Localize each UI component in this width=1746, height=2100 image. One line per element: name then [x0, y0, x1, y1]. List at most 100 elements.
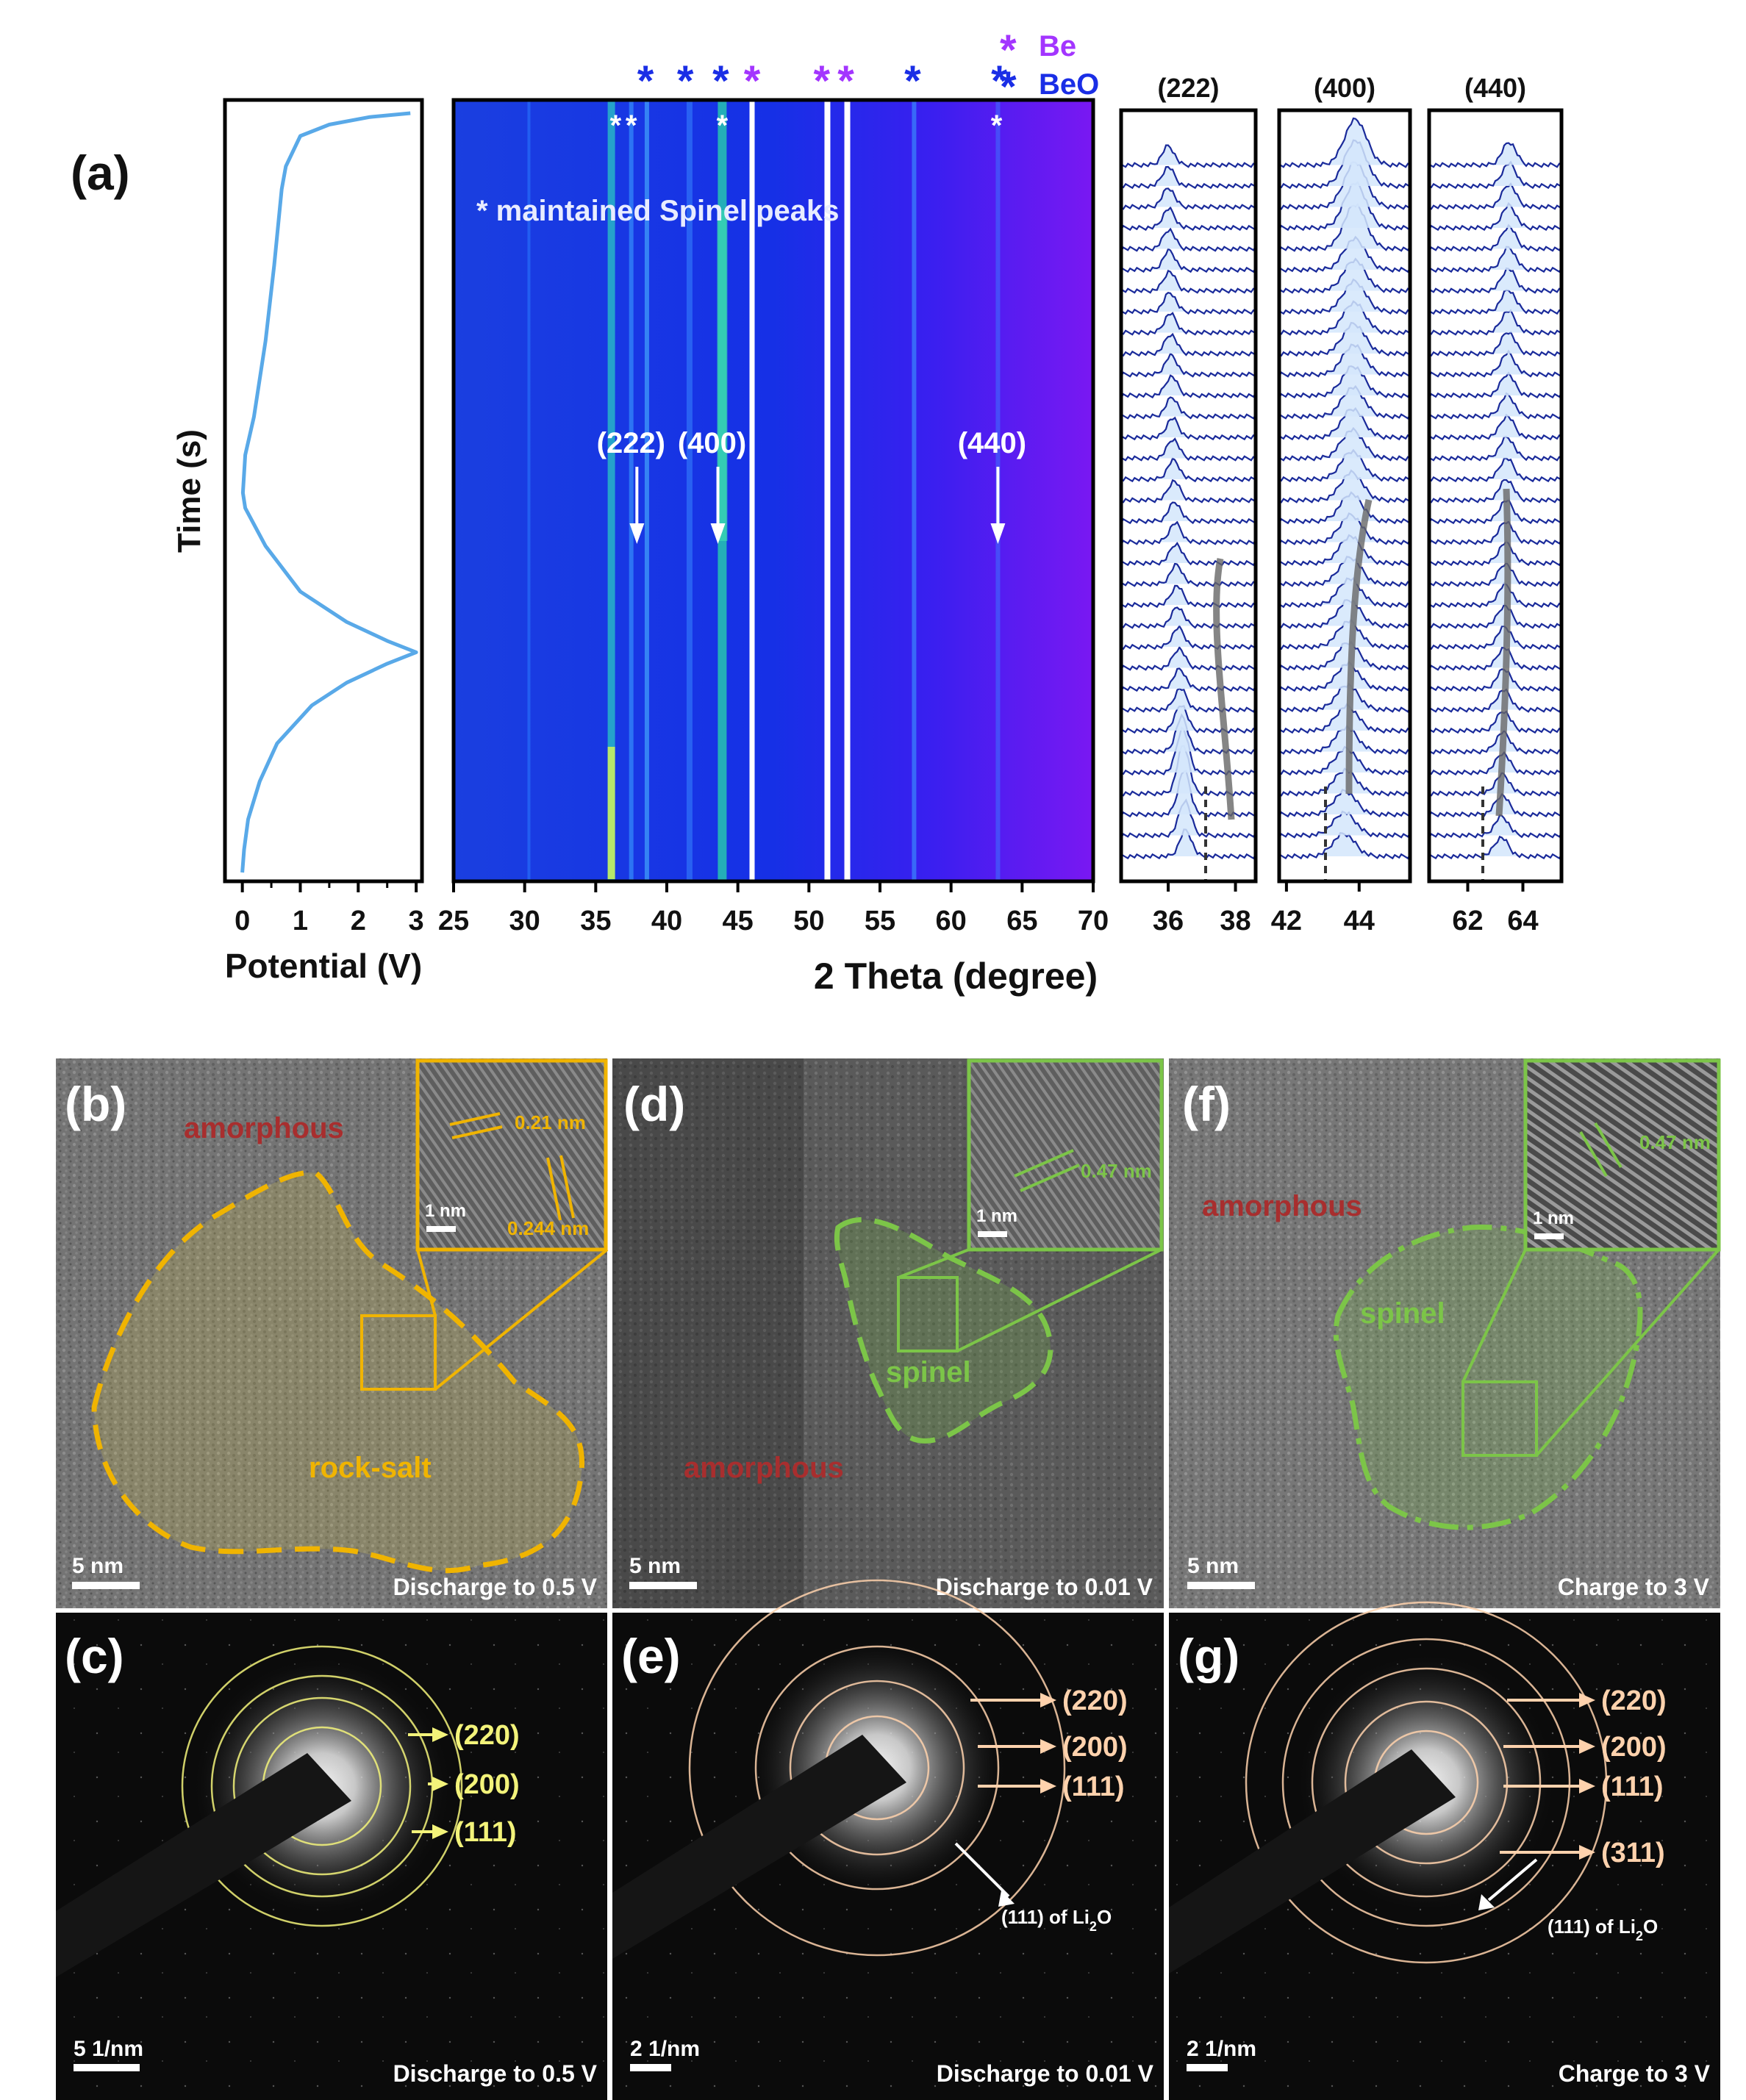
- profile-trace: [1428, 479, 1562, 504]
- profile-trace: [1428, 182, 1562, 210]
- panel-c-ring-arrowhead: [432, 1777, 448, 1791]
- panel-c-ring-label: (200): [454, 1769, 520, 1800]
- profile-trace: [1120, 645, 1256, 671]
- profile-trace: [1428, 561, 1562, 587]
- profile-frame: [1427, 108, 1564, 884]
- panel-c-scale-bar: [74, 2064, 140, 2071]
- profile-fill: [1279, 620, 1410, 649]
- panel-b: 0.21 nm 0.244 nm 1 nm (b) amorphous rock…: [56, 1058, 609, 1608]
- profile-fill: [1429, 393, 1561, 419]
- profile-xtick-label: 42: [1271, 906, 1302, 936]
- panel-g-diffraction-ring: [1311, 1667, 1542, 1898]
- profile-trace: [1278, 384, 1411, 420]
- panel-g-diffraction-ring: [1344, 1700, 1509, 1865]
- profile-trace: [1120, 624, 1256, 651]
- profile-trace: [1428, 349, 1562, 378]
- potential-xtick-label: 0: [235, 906, 250, 936]
- panel-b-zoom-box: [360, 1314, 437, 1391]
- panel-g-label: (g): [1178, 1629, 1239, 1683]
- profile-trace: [1120, 187, 1256, 210]
- profile-trace: [1120, 713, 1256, 755]
- panel-b-phase-amorphous: amorphous: [184, 1112, 344, 1144]
- profile-frame: [1277, 108, 1412, 884]
- profile-trace: [1428, 309, 1562, 336]
- profile-fill: [1121, 439, 1256, 461]
- profile-trace: [1278, 278, 1411, 315]
- potential-plot: Time (s) Potential (V) 0 1 2 3: [171, 98, 424, 985]
- panel-d-caption: Discharge to 0.01 V: [936, 1574, 1153, 1600]
- profile-shift-arrow: [1345, 499, 1373, 795]
- profile-fill: [1121, 145, 1256, 168]
- profile-fill: [1429, 836, 1561, 859]
- xrd-intensity-line: [912, 100, 917, 881]
- profile-panel: (400) 42 44: [1271, 73, 1412, 936]
- panel-f-caption: Charge to 3 V: [1558, 1574, 1710, 1600]
- panel-e-li2o-arrow: [954, 1842, 1010, 1898]
- profile-trace: [1120, 332, 1256, 357]
- profile-fill: [1429, 772, 1561, 796]
- panel-g-caption: Charge to 3 V: [1559, 2060, 1711, 2087]
- profile-title: (440): [1464, 73, 1526, 103]
- profile-fill: [1429, 540, 1561, 565]
- be-mark: *: [744, 57, 761, 105]
- profile-fill: [1279, 768, 1410, 796]
- profile-fill: [1279, 704, 1410, 733]
- panel-e-ring-label: (111): [1062, 1771, 1125, 1802]
- profile-fill: [1429, 794, 1561, 817]
- panel-e-beam-stopper: [612, 1735, 906, 1959]
- profile-fill: [1279, 118, 1410, 168]
- profile-trace: [1428, 331, 1562, 357]
- potential-plot-frame: [223, 98, 424, 884]
- be-mark: *: [837, 57, 854, 105]
- panel-c-scale: 5 1/nm: [74, 2037, 143, 2061]
- beo-mark: *: [991, 57, 1008, 105]
- xrd-legend: * Be * BeO: [1000, 26, 1099, 111]
- panel-c-diffraction-ring: [232, 1696, 412, 1876]
- profile-fill: [1279, 747, 1410, 775]
- profile-trace: [1428, 246, 1562, 273]
- panel-d-inset-scale: 1 nm: [976, 1206, 1017, 1226]
- profile-trace: [1120, 269, 1256, 294]
- xrd-xtick-label: 45: [723, 906, 754, 936]
- xrd-intensity-line: [824, 100, 831, 881]
- profile-fill: [1279, 408, 1410, 440]
- profile-fill: [1279, 662, 1410, 691]
- panel-g-scale: 2 1/nm: [1187, 2037, 1256, 2061]
- xrd-xticks: 25 30 35 40 45 50 55 60 65 70: [438, 881, 1109, 936]
- xrd-peak-arrowhead: [629, 523, 645, 544]
- spinel-region-f: [1333, 1225, 1643, 1530]
- panel-d-d1: 0.47 nm: [1081, 1160, 1152, 1182]
- profile-trace: [1428, 223, 1562, 252]
- panel-g-li2o-arrowhead: [1478, 1894, 1495, 1910]
- panel-a-label: (a): [71, 146, 130, 200]
- profile-fill: [1279, 366, 1410, 398]
- profile-trace: [1278, 406, 1411, 441]
- panel-f-d-spacing-marks: [1579, 1122, 1622, 1178]
- panel-c-diffraction-ring: [181, 1645, 463, 1927]
- xrd-xtick-label: 40: [651, 906, 682, 936]
- profile-trace: [1278, 117, 1411, 168]
- profile-trace: [1120, 248, 1256, 273]
- panel-c-label: (c): [65, 1629, 124, 1683]
- xrd-intensity-line: [686, 100, 693, 881]
- profile-title: (400): [1314, 73, 1375, 103]
- profile-trace: [1428, 457, 1562, 483]
- panel-f-label: (f): [1182, 1077, 1231, 1131]
- potential-xtick-label: 1: [293, 906, 308, 936]
- beo-mark: *: [712, 57, 729, 105]
- profile-fill: [1279, 344, 1410, 377]
- panel-e-ring-arrowhead: [1040, 1739, 1056, 1754]
- panel-b-phase-rock-salt: rock-salt: [309, 1452, 432, 1484]
- beo-mark: *: [677, 57, 694, 105]
- profile-trace: [1428, 371, 1562, 399]
- panel-c-caption: Discharge to 0.5 V: [393, 2060, 598, 2087]
- beo-mark: *: [637, 57, 654, 105]
- xrd-xtick-label: 30: [509, 906, 540, 936]
- panel-d-zoom-line-2: [956, 1248, 1162, 1352]
- profile-xtick-label: 36: [1153, 906, 1184, 936]
- panel-c-ring-arrowhead: [432, 1824, 448, 1839]
- profile-trace: [1428, 267, 1562, 294]
- panel-g-ring-arrowhead: [1579, 1693, 1595, 1707]
- profile-trace: [1428, 728, 1562, 755]
- profile-trace: [1120, 667, 1256, 692]
